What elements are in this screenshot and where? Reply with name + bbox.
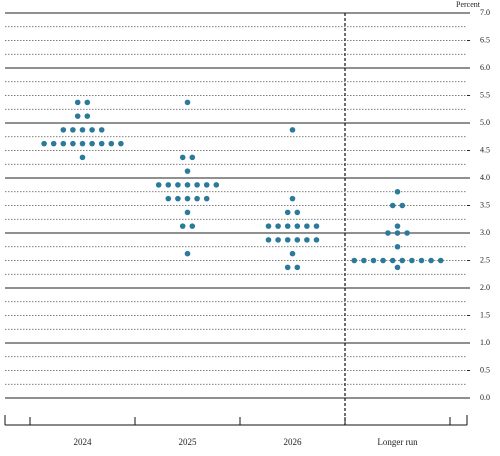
- dot: [418, 257, 425, 264]
- y-tick-label: 3.0: [480, 228, 490, 237]
- dot: [194, 182, 200, 188]
- dot: [275, 223, 281, 229]
- x-tick-label: Longer run: [377, 437, 418, 447]
- dot: [74, 99, 81, 106]
- y-tick-label: 5.0: [480, 118, 490, 127]
- dot: [184, 209, 191, 216]
- dot: [394, 243, 401, 250]
- dot: [304, 237, 310, 243]
- dot: [294, 237, 301, 243]
- dot: [394, 188, 401, 195]
- dot: [155, 182, 162, 188]
- dot: [399, 257, 406, 264]
- x-tick-label: 2026: [284, 437, 303, 447]
- dot: [179, 154, 186, 161]
- dot: [98, 127, 105, 133]
- y-tick-label: 0.0: [480, 393, 490, 402]
- dot: [409, 257, 415, 264]
- dot: [194, 195, 200, 202]
- dot: [351, 257, 358, 264]
- dot: [399, 202, 406, 209]
- dot: [265, 223, 272, 229]
- dot: [165, 182, 172, 188]
- dot: [60, 140, 67, 147]
- dot: [184, 99, 191, 106]
- dot: [175, 195, 181, 202]
- dot: [89, 140, 95, 147]
- y-tick-label: 4.5: [480, 145, 490, 154]
- dot: [50, 140, 57, 147]
- y-tick-label: 1.5: [480, 310, 490, 319]
- dot: [289, 195, 296, 202]
- dot: [41, 140, 47, 147]
- dot: [203, 182, 210, 188]
- y-tick-label: 3.5: [480, 200, 490, 209]
- dot: [404, 230, 410, 236]
- dot: [370, 257, 377, 264]
- dot: [380, 257, 386, 264]
- dot: [175, 182, 181, 188]
- dot: [165, 195, 172, 202]
- y-tick-label: 6.5: [480, 35, 490, 44]
- y-tick-label: 1.0: [480, 338, 490, 347]
- y-tick-label: 2.5: [480, 255, 490, 264]
- dot: [179, 223, 186, 229]
- x-tick-label: 2024: [74, 437, 93, 447]
- dot: [284, 209, 291, 216]
- dot: [60, 127, 67, 133]
- dot: [275, 237, 281, 243]
- dot: [184, 250, 191, 257]
- dot: [385, 230, 391, 236]
- dot: [184, 195, 191, 202]
- dot: [203, 195, 210, 202]
- x-tick-label: 2025: [179, 437, 198, 447]
- dot: [184, 168, 191, 174]
- dot: [394, 264, 401, 271]
- dot: [79, 127, 86, 133]
- dot: [428, 257, 434, 264]
- dot: [284, 223, 291, 229]
- dot: [189, 154, 196, 161]
- dot: [361, 257, 367, 264]
- dot: [184, 182, 191, 188]
- dot: [118, 140, 124, 147]
- dot: [79, 154, 86, 161]
- dot: [108, 140, 115, 147]
- dot: [89, 127, 95, 133]
- y-tick-label: 4.0: [480, 173, 490, 182]
- dot: [313, 237, 320, 243]
- dot: [304, 223, 310, 229]
- y-tick-label: 7.0: [480, 8, 490, 17]
- dot: [289, 127, 296, 133]
- dot: [389, 202, 396, 209]
- dot: [84, 99, 91, 106]
- y-tick-label: 0.5: [480, 365, 490, 374]
- dot: [294, 264, 301, 271]
- dot: [289, 250, 296, 257]
- dot: [98, 140, 105, 147]
- y-tick-label: 2.0: [480, 283, 490, 292]
- dot: [437, 257, 444, 264]
- dot: [284, 264, 291, 271]
- dot: [294, 223, 301, 229]
- dot: [79, 140, 86, 147]
- dot: [84, 113, 91, 119]
- dot: [394, 223, 401, 229]
- y-tick-label: 6.0: [480, 63, 490, 72]
- dot: [389, 257, 396, 264]
- dot: [213, 182, 220, 188]
- dot: [265, 237, 272, 243]
- dot: [70, 127, 76, 133]
- y-tick-label: 5.5: [480, 90, 490, 99]
- y-axis-label: Percent: [456, 0, 481, 9]
- dot: [394, 230, 401, 236]
- dot: [294, 209, 301, 216]
- dot: [189, 223, 196, 229]
- dot: [284, 237, 291, 243]
- dot: [313, 223, 320, 229]
- dot: [74, 113, 81, 119]
- dot: [70, 140, 76, 147]
